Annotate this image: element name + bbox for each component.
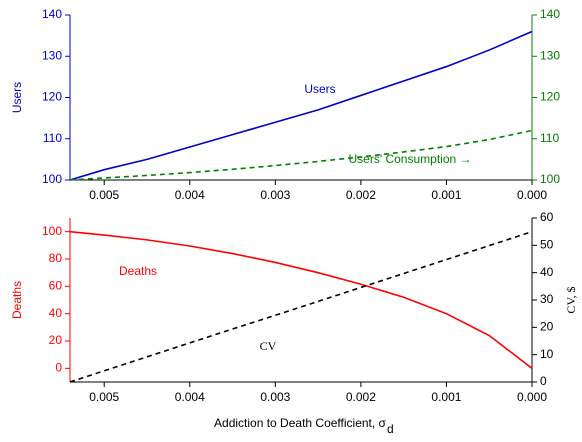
x-tick-label: 0.004 [175, 390, 205, 404]
y-tick-label: 140 [42, 7, 62, 21]
y2-tick-label: 120 [540, 90, 560, 104]
x-axis-title: Addiction to Death Coefficient, σ [214, 416, 387, 430]
x-tick-label: 0.000 [517, 390, 547, 404]
y2-tick-label: 50 [540, 238, 554, 252]
y2-tick-label: 40 [540, 265, 554, 279]
x-tick-label: 0.004 [175, 188, 205, 202]
y2-tick-label: 10 [540, 347, 554, 361]
y2-tick-label: 60 [540, 210, 554, 224]
y-tick-label: 0 [55, 361, 62, 375]
series-line [69, 230, 533, 369]
y2-tick-label: 100 [540, 172, 560, 186]
x-tick-label: 0.001 [431, 390, 461, 404]
x-axis-title-subscript: d [387, 422, 394, 436]
y2-axis-title: CV, $ [564, 286, 578, 313]
y-tick-label: 100 [42, 224, 62, 238]
series-line [69, 230, 533, 383]
y2-tick-label: 20 [540, 320, 554, 334]
y2-tick-label: 110 [540, 131, 559, 145]
x-tick-label: 0.002 [346, 188, 376, 202]
y-tick-label: 130 [42, 48, 62, 62]
y-axis-title: Users [10, 82, 24, 113]
y-tick-label: 60 [49, 279, 63, 293]
x-tick-label: 0.003 [260, 390, 290, 404]
series-line [69, 129, 533, 181]
series-label: Users [304, 82, 335, 96]
y-tick-label: 20 [49, 333, 63, 347]
y-tick-label: 40 [49, 306, 63, 320]
x-tick-label: 0.001 [431, 188, 461, 202]
series-label: CV [260, 339, 277, 353]
series-line [69, 30, 533, 181]
series-label: Users' Consumption → [349, 152, 472, 166]
y2-tick-label: 140 [540, 7, 560, 21]
y-tick-label: 100 [42, 172, 62, 186]
y-axis-title: Deaths [10, 281, 24, 319]
y-tick-label: 110 [43, 131, 62, 145]
y2-tick-label: 130 [540, 48, 560, 62]
y2-tick-label: 30 [540, 292, 554, 306]
x-tick-label: 0.003 [260, 188, 290, 202]
x-tick-label: 0.005 [89, 390, 119, 404]
series-label: Deaths [119, 264, 157, 278]
x-tick-label: 0.000 [517, 188, 547, 202]
y-tick-label: 120 [42, 90, 62, 104]
x-tick-label: 0.002 [346, 390, 376, 404]
y-tick-label: 80 [49, 251, 63, 265]
y2-tick-label: 0 [540, 374, 547, 388]
x-tick-label: 0.005 [89, 188, 119, 202]
